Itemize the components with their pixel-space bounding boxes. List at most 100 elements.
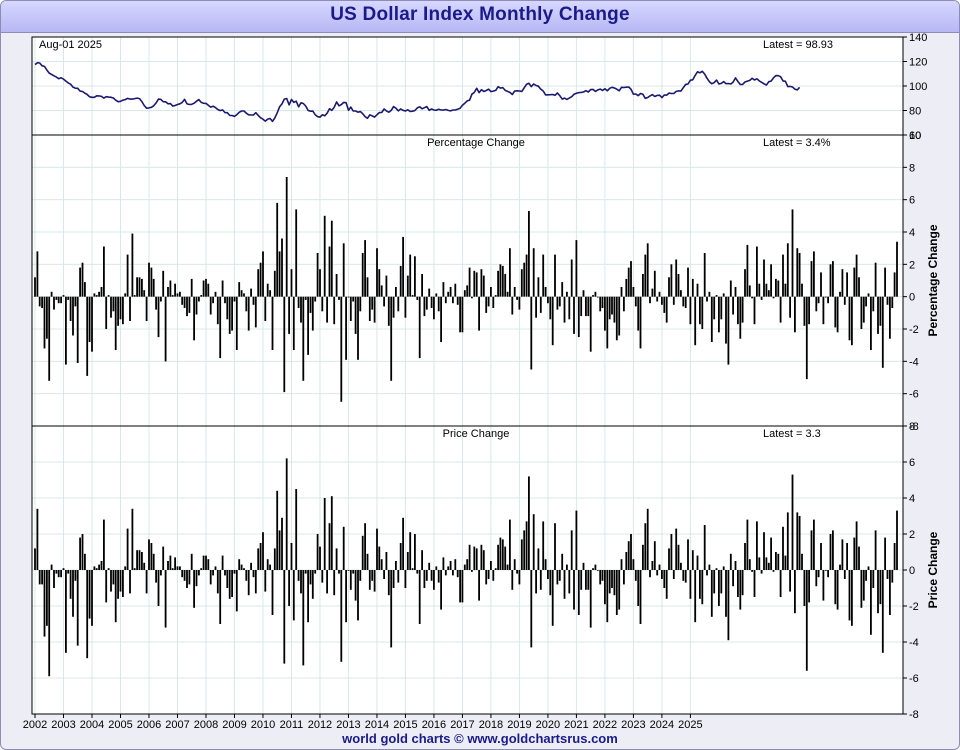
- chg-bar: [513, 559, 516, 570]
- pct-bar: [775, 278, 777, 297]
- pct-bar: [333, 296, 336, 325]
- pct-bar: [585, 296, 587, 317]
- chg-bar: [637, 570, 640, 606]
- chg-bar: [198, 570, 200, 576]
- chg-bar: [143, 562, 146, 570]
- pct-bar: [677, 274, 680, 297]
- pct-bar: [117, 296, 119, 326]
- pct-bar: [841, 269, 844, 297]
- chg-bar: [865, 570, 867, 581]
- pct-bar: [656, 296, 659, 302]
- pct-bar: [487, 296, 490, 307]
- chg-bar: [684, 570, 687, 583]
- chg-bar: [646, 508, 649, 570]
- pct-bar: [547, 296, 549, 304]
- pct-bar: [542, 254, 545, 297]
- chg-bar: [889, 570, 891, 615]
- chg-bar: [385, 552, 388, 570]
- y-tick-label: 4: [909, 227, 915, 239]
- pct-bar: [228, 296, 231, 334]
- x-tick-label: 2003: [51, 719, 75, 731]
- pct-bar: [281, 238, 283, 297]
- chg-bar: [65, 570, 67, 653]
- pct-bar: [186, 296, 188, 317]
- pct-bar: [171, 295, 174, 297]
- chg-bar: [615, 570, 618, 615]
- chg-bar: [829, 534, 832, 570]
- chg-bar: [592, 568, 594, 570]
- chg-bar: [304, 570, 307, 574]
- chg-bar: [209, 570, 212, 585]
- pct-bar: [582, 290, 585, 297]
- chg-bar: [779, 570, 782, 597]
- pct-bar: [86, 296, 89, 376]
- pct-bar: [644, 254, 647, 297]
- chg-bar: [699, 570, 701, 599]
- pct-bar: [832, 261, 834, 297]
- pct-bar: [122, 296, 124, 325]
- pct-bar: [739, 296, 742, 339]
- pct-bar: [843, 296, 846, 305]
- chg-bar: [608, 570, 611, 594]
- y-tick-label: 140: [909, 32, 927, 44]
- chg-bar: [504, 546, 507, 570]
- pct-bar: [148, 262, 150, 297]
- pct-bar: [449, 287, 452, 297]
- y-tick-label: 0: [909, 565, 915, 577]
- chg-bar: [881, 570, 884, 653]
- chg-bar: [727, 570, 730, 641]
- pct-bar: [195, 296, 198, 315]
- y-tick-label: 120: [909, 57, 927, 69]
- pct-bar: [84, 282, 86, 297]
- pct-bar: [183, 296, 186, 308]
- pct-bar: [737, 296, 739, 325]
- pct-bar: [397, 296, 400, 312]
- chg-bar: [860, 570, 863, 608]
- pct-bar: [354, 296, 357, 334]
- pct-bar: [813, 251, 815, 297]
- chg-bar: [813, 519, 815, 570]
- chg-bar: [623, 570, 625, 585]
- pct-bar: [577, 296, 580, 338]
- chg-bar: [181, 570, 184, 578]
- pct-bar: [226, 296, 229, 320]
- chg-bar: [618, 570, 621, 610]
- chg-bar: [295, 489, 298, 570]
- chg-bar: [69, 570, 72, 599]
- pct-bar: [53, 296, 55, 310]
- chg-bar: [250, 562, 252, 570]
- pct-bar: [691, 278, 694, 297]
- pct-bar: [596, 296, 599, 298]
- chg-bar: [582, 562, 585, 570]
- chg-bar: [625, 552, 628, 570]
- chg-bar: [95, 568, 98, 570]
- pct-bar: [347, 296, 350, 298]
- pct-bar: [637, 296, 640, 331]
- pct-bar: [756, 246, 758, 297]
- chg-bar: [687, 539, 689, 570]
- pct-bar: [618, 296, 621, 336]
- pct-bar: [734, 287, 737, 297]
- chg-bar: [145, 570, 148, 594]
- pct-bar: [473, 270, 476, 297]
- chg-bar: [169, 555, 172, 570]
- chg-bar: [345, 570, 347, 623]
- chg-bar: [765, 557, 768, 570]
- chg-bar: [767, 562, 770, 570]
- chg-bar: [822, 570, 825, 601]
- pct-bar: [416, 296, 419, 300]
- chg-bar: [523, 530, 526, 570]
- chg-bar: [435, 566, 438, 570]
- chg-bar: [264, 570, 267, 592]
- pct-bar: [323, 215, 326, 297]
- pct-bar: [335, 274, 338, 297]
- chg-bar: [456, 570, 459, 578]
- chg-bar: [216, 570, 219, 594]
- chg-bar: [219, 570, 222, 624]
- chg-bar: [713, 570, 716, 594]
- chg-bar: [397, 570, 400, 583]
- pct-bar: [361, 253, 364, 297]
- pct-bar: [266, 283, 269, 297]
- chg-bar: [126, 528, 129, 570]
- pct-panel-title: Percentage Change: [427, 137, 525, 149]
